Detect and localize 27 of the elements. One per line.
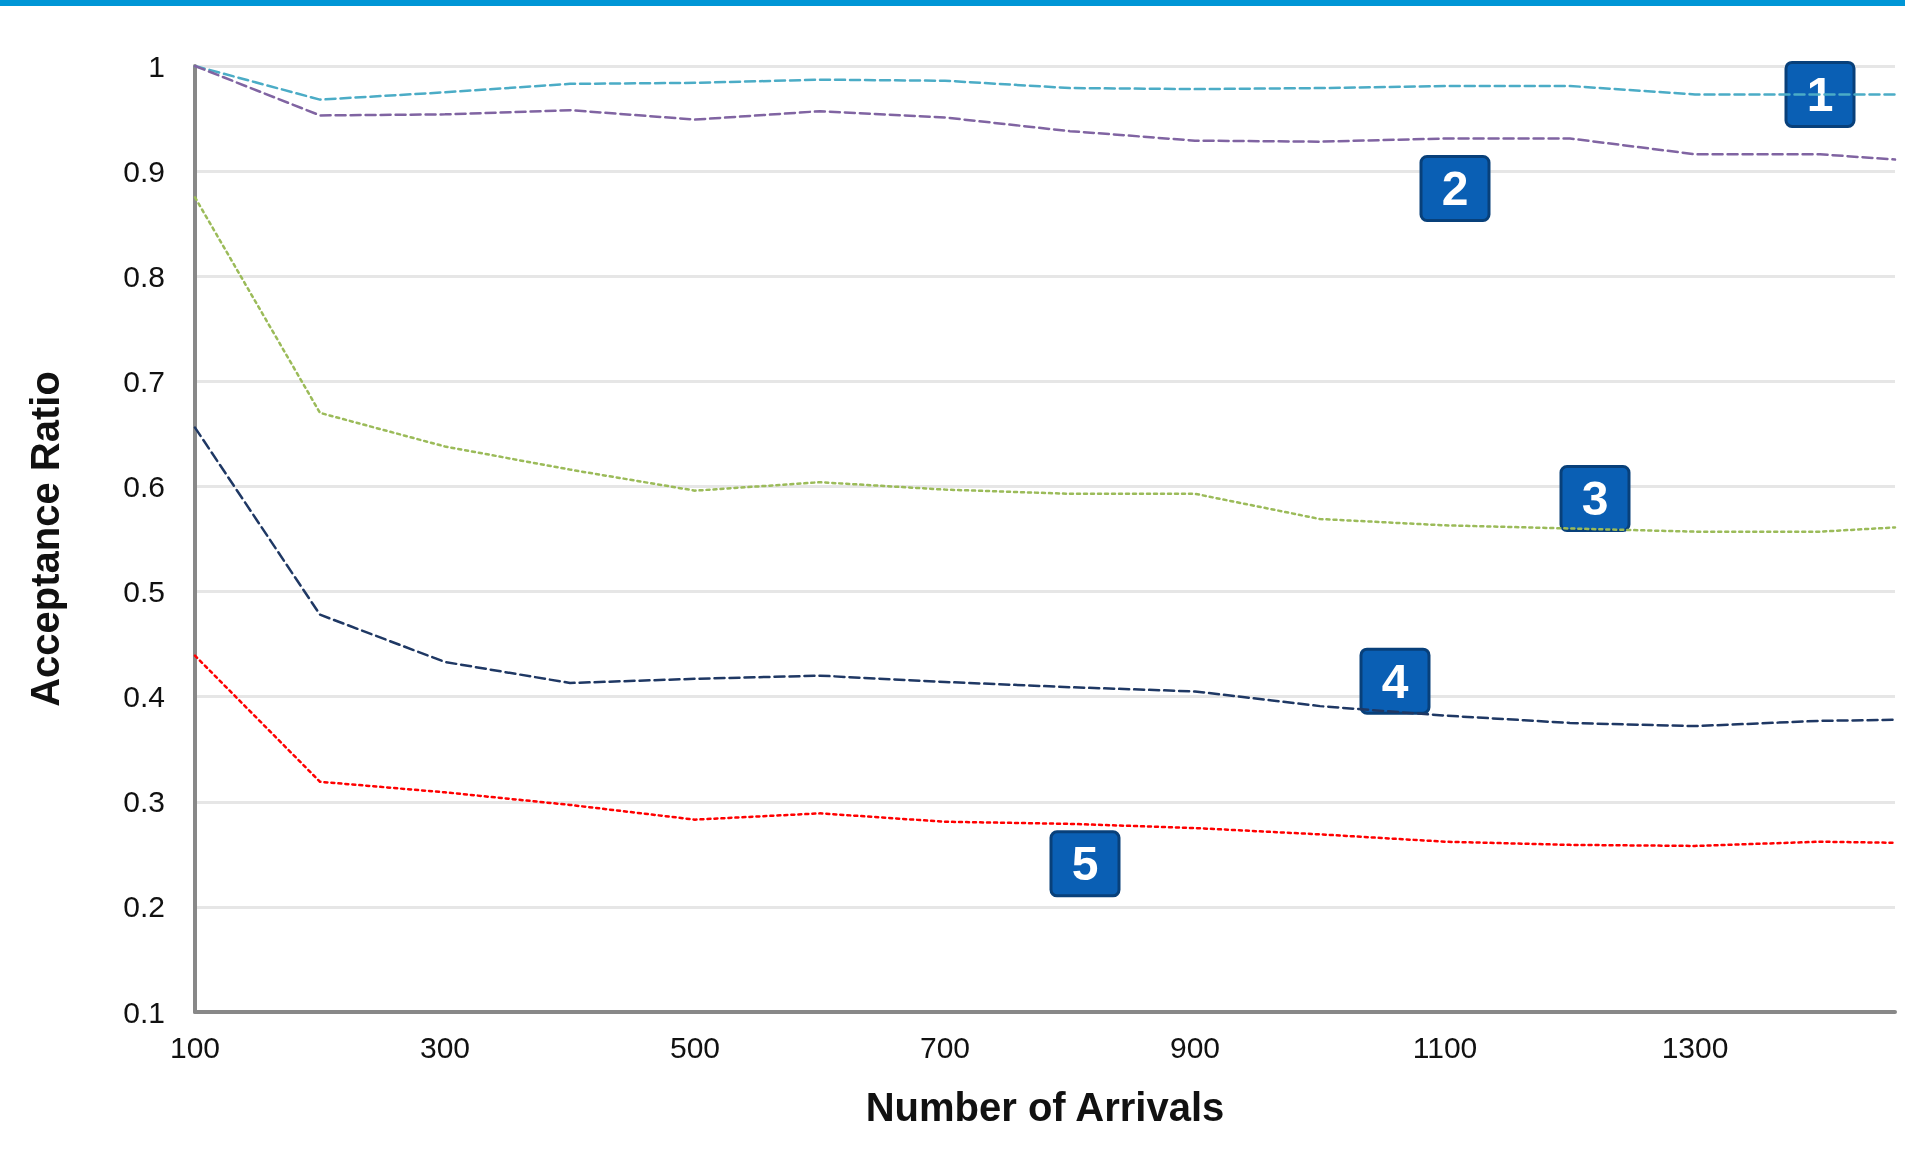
- series-label: 4: [1381, 654, 1409, 708]
- line-series: [193, 654, 1897, 848]
- y-tick-label: 0.6: [123, 469, 165, 503]
- y-tick-label: 0.8: [123, 259, 165, 293]
- series-label: 3: [1581, 471, 1609, 525]
- series-label: 2: [1441, 162, 1469, 216]
- y-tick-label: 0.2: [123, 890, 165, 924]
- y-axis-title: Acceptance Ratio: [23, 371, 67, 707]
- line-series: [193, 64, 1897, 161]
- y-tick-label: 0.5: [123, 575, 165, 609]
- y-tick-label: 0.3: [123, 785, 165, 819]
- x-tick-label: 500: [669, 1030, 721, 1064]
- line-series: [193, 426, 1897, 728]
- x-tick-label: 700: [919, 1030, 971, 1064]
- y-tick-label: 1: [148, 49, 165, 83]
- x-axis-title: Number of Arrivals: [865, 1085, 1225, 1129]
- y-tick-label: 0.4: [123, 680, 165, 714]
- y-tick-label: 0.9: [123, 154, 165, 188]
- x-tick-label: 1100: [1412, 1030, 1478, 1064]
- x-tick-label: 1300: [1661, 1030, 1729, 1064]
- y-tick-label: 0.7: [123, 364, 165, 398]
- series-label: 1: [1806, 67, 1834, 121]
- y-tick-label: 0.1: [123, 995, 165, 1029]
- x-tick-label: 100: [169, 1030, 221, 1064]
- x-tick-label: 300: [419, 1030, 471, 1064]
- series-label: 5: [1071, 837, 1099, 891]
- x-tick-label: 900: [1169, 1030, 1221, 1064]
